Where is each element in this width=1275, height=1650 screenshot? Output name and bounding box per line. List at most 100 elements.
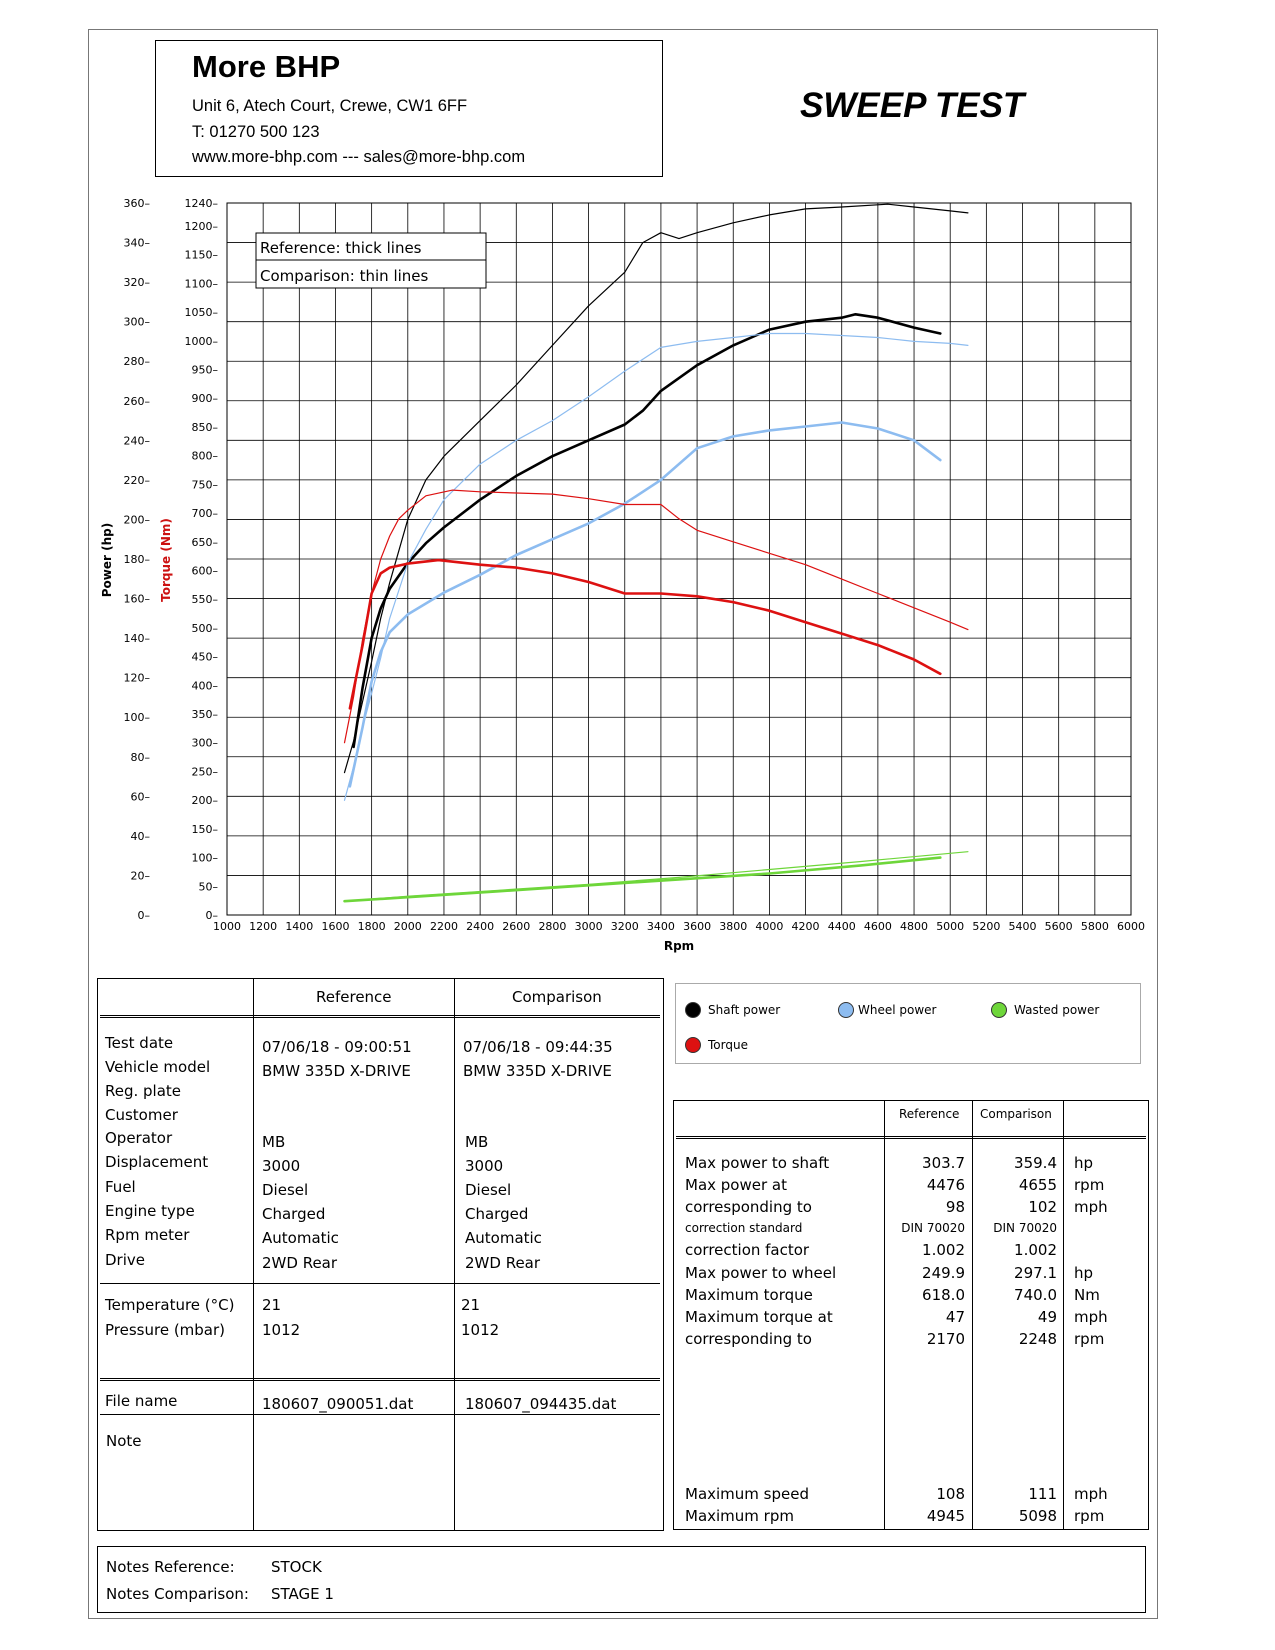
legend-box	[675, 983, 1141, 1064]
result-comparison-value: 49	[1037, 1308, 1057, 1326]
label-pressure: Pressure (mbar)	[105, 1321, 226, 1339]
torque-tick-label: 500–	[192, 622, 219, 635]
result-label: Maximum torque	[685, 1286, 813, 1304]
power-tick-label: 160–	[124, 593, 151, 606]
ref-rpm-meter: Automatic	[262, 1229, 339, 1247]
result-unit: mph	[1074, 1308, 1108, 1326]
torque-tick-label: 450–	[192, 651, 219, 664]
result-label: corresponding to	[685, 1198, 812, 1216]
comp-rpm-meter: Automatic	[465, 1229, 542, 1247]
torque-tick-label: 100–	[192, 852, 219, 865]
label-note: Note	[106, 1432, 142, 1450]
annotation-comparison: Comparison: thin lines	[260, 267, 429, 285]
x-tick-label: 5400	[1009, 920, 1037, 933]
shaft-power-comparison-line	[343, 203, 969, 774]
result-label: Max power to shaft	[685, 1154, 830, 1172]
notes-box	[97, 1546, 1146, 1613]
power-tick-label: 340–	[124, 237, 151, 250]
legend-wasted-power: Wasted power	[1014, 1003, 1100, 1017]
result-unit: rpm	[1074, 1330, 1105, 1348]
power-tick-label: 20–	[131, 869, 151, 882]
x-tick-label: 2800	[538, 920, 566, 933]
power-tick-label: 140–	[124, 632, 151, 645]
power-axis-label: Power (hp)	[100, 523, 114, 597]
result-reference-value: 108	[936, 1485, 965, 1503]
power-tick-label: 220–	[124, 474, 151, 487]
comp-test-date: 07/06/18 - 09:44:35	[463, 1038, 613, 1056]
info-col-comparison: Comparison	[512, 988, 602, 1006]
torque-tick-label: 1000–	[185, 335, 219, 348]
x-tick-label: 3600	[683, 920, 711, 933]
result-label: correction factor	[685, 1241, 810, 1259]
torque-tick-label: 0–	[206, 909, 219, 922]
result-label: correction standard	[685, 1221, 803, 1235]
x-tick-label: 3800	[719, 920, 747, 933]
results-table	[673, 1100, 1149, 1530]
torque-tick-label: 350–	[192, 708, 219, 721]
result-unit: Nm	[1074, 1286, 1100, 1304]
ref-test-date: 07/06/18 - 09:00:51	[262, 1038, 412, 1056]
label-customer: Customer	[105, 1106, 178, 1124]
legend-shaft-power: Shaft power	[708, 1003, 781, 1017]
result-reference-value: 47	[945, 1308, 965, 1326]
result-comparison-value: 102	[1028, 1198, 1057, 1216]
result-label: Maximum torque at	[685, 1308, 833, 1326]
power-tick-label: 80–	[131, 751, 151, 764]
result-unit: mph	[1074, 1485, 1108, 1503]
x-tick-label: 1400	[285, 920, 313, 933]
x-tick-label: 4600	[864, 920, 892, 933]
company-phone: T: 01270 500 123	[192, 123, 320, 141]
result-label: Max power at	[685, 1176, 787, 1194]
torque-reference-line	[348, 558, 942, 710]
torque-tick-label: 1200–	[185, 220, 219, 233]
x-tick-label: 3200	[611, 920, 639, 933]
report-sheet	[88, 29, 1158, 1619]
x-tick-label: 1600	[321, 920, 349, 933]
torque-tick-label: 550–	[192, 593, 219, 606]
x-tick-label: 1800	[358, 920, 386, 933]
torque-marker	[685, 1037, 701, 1053]
torque-tick-label: 300–	[192, 737, 219, 750]
result-reference-value: DIN 70020	[901, 1221, 965, 1235]
x-tick-label: 5200	[972, 920, 1000, 933]
ref-displacement: 3000	[262, 1157, 301, 1175]
result-unit: hp	[1074, 1264, 1094, 1282]
power-tick-label: 40–	[131, 830, 151, 843]
result-reference-value: 4476	[926, 1176, 965, 1194]
annotation-reference: Reference: thick lines	[260, 239, 422, 257]
label-reg-plate: Reg. plate	[105, 1082, 182, 1100]
result-unit: rpm	[1074, 1507, 1105, 1525]
label-displacement: Displacement	[105, 1153, 209, 1171]
torque-tick-label: 50–	[199, 880, 219, 893]
label-fuel: Fuel	[105, 1178, 136, 1196]
torque-tick-label: 1100–	[185, 277, 219, 290]
torque-tick-label: 850–	[192, 421, 219, 434]
notes-reference-value: STOCK	[271, 1558, 322, 1576]
ref-file-name: 180607_090051.dat	[262, 1395, 414, 1413]
torque-tick-label: 800–	[192, 450, 219, 463]
label-drive: Drive	[105, 1251, 145, 1269]
x-tick-label: 6000	[1117, 920, 1145, 933]
comp-displacement: 3000	[465, 1157, 504, 1175]
power-tick-label: 300–	[124, 316, 151, 329]
result-comparison-value: 2248	[1018, 1330, 1057, 1348]
label-operator: Operator	[105, 1129, 173, 1147]
label-temperature: Temperature (°C)	[105, 1296, 235, 1314]
x-tick-label: 4200	[792, 920, 820, 933]
comp-vehicle-model: BMW 335D X-DRIVE	[463, 1062, 612, 1080]
result-comparison-value: 4655	[1018, 1176, 1057, 1194]
company-header-box: More BHP Unit 6, Atech Court, Crewe, CW1…	[155, 40, 663, 177]
x-tick-label: 4000	[755, 920, 783, 933]
label-engine-type: Engine type	[105, 1202, 195, 1220]
wasted-power-marker	[991, 1002, 1007, 1018]
company-address: Unit 6, Atech Court, Crewe, CW1 6FF	[192, 97, 468, 115]
torque-tick-label: 200–	[192, 794, 219, 807]
power-tick-label: 280–	[124, 355, 151, 368]
power-tick-label: 120–	[124, 672, 151, 685]
comp-temperature: 21	[461, 1296, 481, 1314]
torque-tick-label: 1240–	[185, 197, 219, 210]
result-comparison-value: 359.4	[1014, 1154, 1057, 1172]
power-tick-label: 100–	[124, 711, 151, 724]
result-label: Maximum rpm	[685, 1507, 794, 1525]
torque-tick-label: 900–	[192, 392, 219, 405]
